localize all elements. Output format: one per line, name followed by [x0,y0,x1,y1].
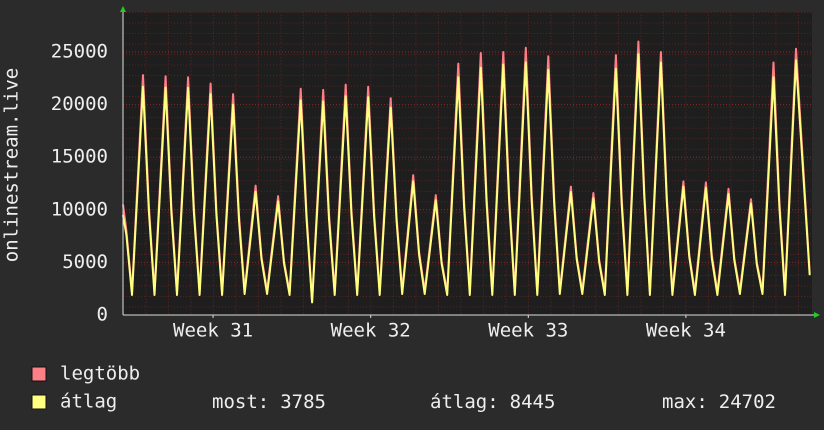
stat-label: max: [662,391,708,413]
series-line [122,53,811,304]
y-tick-label: 20000 [51,93,108,115]
x-tick-label: Week 33 [488,320,568,342]
stat: most: 3785 [212,391,326,413]
y-tick-label: 5000 [62,251,108,273]
legend-label: átlag [60,391,117,413]
y-tick-label: 25000 [51,40,108,62]
legend-swatch [31,366,47,382]
stat-value: 24702 [719,391,776,413]
y-tick-label: 0 [97,304,108,326]
stat-label: most: [212,391,269,413]
x-tick-label: Week 34 [646,320,726,342]
x-tick-label: Week 32 [331,320,411,342]
x-arrow [814,312,820,318]
legend-swatch [31,394,47,410]
y-axis-label: onlinestream.live [1,68,23,262]
stat-label: átlag: [430,391,499,413]
legend-label: legtöbb [60,363,140,385]
stat-value: 8445 [510,391,556,413]
stat: max: 24702 [662,391,776,413]
lines [122,40,811,304]
x-tick-label: Week 31 [173,320,253,342]
stat: átlag: 8445 [430,391,555,413]
stat-value: 3785 [280,391,326,413]
y-tick-label: 15000 [51,146,108,168]
legend: legtöbb átlag most: 3785 átlag: 8445 max: 24702 [31,363,776,413]
y-arrow [120,6,126,12]
labels: 0 5000 10000 15000 20000 25000 Week 31 Week 32 W… [51,40,726,341]
y-tick-label: 10000 [51,198,108,220]
